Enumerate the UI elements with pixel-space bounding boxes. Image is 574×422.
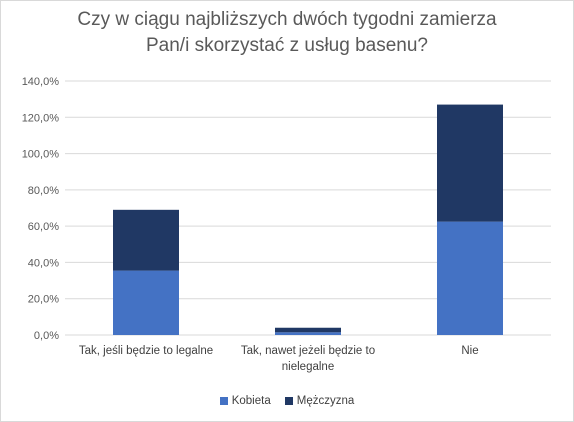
chart-title: Czy w ciągu najbliższych dwóch tygodni z… bbox=[1, 7, 573, 59]
x-category-label: Tak, jeśli będzie to legalne bbox=[79, 345, 213, 357]
y-tick-label: 20,0% bbox=[28, 294, 59, 306]
bar-kobieta bbox=[275, 332, 341, 335]
legend-label-kobieta: Kobieta bbox=[231, 395, 271, 407]
legend-swatch-mezczyzna bbox=[284, 397, 293, 405]
bar-mezczyzna bbox=[437, 104, 503, 222]
legend: Kobieta Mężczyzna bbox=[1, 395, 573, 407]
bar-kobieta bbox=[113, 270, 179, 335]
y-tick-label: 0,0% bbox=[34, 330, 59, 342]
x-category-label: Tak, nawet jeżeli będzie to bbox=[241, 345, 375, 357]
x-category-label: nielegalne bbox=[282, 361, 334, 373]
x-category-label: Nie bbox=[461, 345, 478, 357]
bar-mezczyzna bbox=[113, 209, 179, 271]
bar-mezczyzna bbox=[275, 327, 341, 333]
chart-title-line-1: Czy w ciągu najbliższych dwóch tygodni z… bbox=[77, 9, 497, 30]
bar-kobieta bbox=[437, 221, 503, 335]
legend-item-kobieta: Kobieta bbox=[219, 395, 271, 407]
y-tick-label: 80,0% bbox=[28, 185, 59, 197]
chart-title-line-2: Pan/i skorzystać z usług basenu? bbox=[146, 35, 428, 56]
y-tick-label: 120,0% bbox=[22, 112, 60, 124]
y-tick-label: 140,0% bbox=[22, 76, 60, 88]
legend-label-mezczyzna: Mężczyzna bbox=[296, 395, 355, 407]
y-tick-label: 40,0% bbox=[28, 257, 59, 269]
legend-swatch-kobieta bbox=[219, 397, 228, 405]
plot-area: 0,0% 20,0% 40,0% 60,0% 80,0% 100,0% 120,0% 140,… bbox=[22, 76, 551, 373]
y-tick-label: 60,0% bbox=[28, 221, 59, 233]
legend-item-mezczyzna: Mężczyzna bbox=[284, 395, 355, 407]
y-tick-label: 100,0% bbox=[22, 149, 60, 161]
